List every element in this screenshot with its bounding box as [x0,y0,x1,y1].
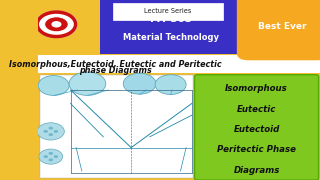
Circle shape [35,11,77,38]
Text: Diagrams: Diagrams [233,166,280,175]
Circle shape [52,21,61,28]
Circle shape [49,133,53,136]
Text: Lecture Series: Lecture Series [144,8,191,14]
FancyBboxPatch shape [100,0,241,54]
Text: Isomorphous,Eutectoid, Eutectic and Peritectic: Isomorphous,Eutectoid, Eutectic and Peri… [9,60,222,69]
Circle shape [44,17,68,32]
FancyBboxPatch shape [195,75,319,180]
Text: MT-303: MT-303 [149,14,192,24]
FancyBboxPatch shape [237,0,320,60]
FancyBboxPatch shape [38,0,320,54]
FancyBboxPatch shape [38,55,320,73]
Text: Material Technology: Material Technology [123,33,219,42]
Text: Eutectoid: Eutectoid [234,125,280,134]
Text: Eutectic: Eutectic [237,105,276,114]
FancyBboxPatch shape [113,3,223,20]
Circle shape [54,155,58,158]
Circle shape [44,155,48,158]
Text: Isomorphous: Isomorphous [225,84,288,93]
Circle shape [155,75,186,95]
Circle shape [39,149,63,164]
Circle shape [123,73,156,94]
Circle shape [38,76,69,95]
Circle shape [49,127,53,130]
Circle shape [37,123,64,140]
Circle shape [69,72,106,95]
Circle shape [49,158,53,161]
Circle shape [44,130,48,133]
Text: Peritectic Phase: Peritectic Phase [217,145,296,154]
Circle shape [54,130,58,133]
Text: phase Diagrams: phase Diagrams [79,66,152,75]
Circle shape [49,152,53,155]
FancyBboxPatch shape [40,75,193,178]
Text: Best Ever: Best Ever [258,22,307,31]
